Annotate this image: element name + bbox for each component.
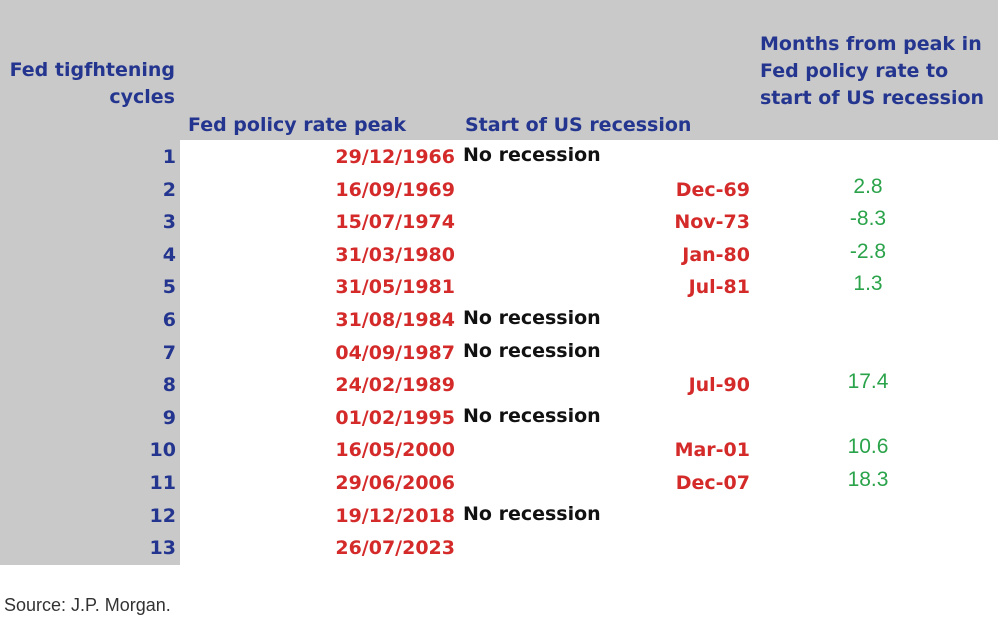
months-value: 18.3 [847, 468, 889, 491]
recession-start: Dec-07 [675, 472, 750, 494]
cycle-number: 7 [162, 341, 176, 364]
recession-start: Mar-01 [674, 439, 750, 462]
peak-date: 15/07/1974 [335, 211, 455, 234]
cycle-number: 4 [162, 243, 176, 266]
months-value: 1.3 [853, 272, 883, 296]
recession-start: Nov-73 [674, 211, 750, 234]
months-value: 10.6 [847, 435, 889, 459]
peak-date: 31/08/1984 [335, 309, 455, 331]
header-peak: Fed policy rate peak [188, 114, 406, 136]
header-months: Months from peak in Fed policy rate to s… [760, 33, 985, 109]
recession-start: Jul-81 [688, 276, 750, 299]
cycle-number: 3 [162, 211, 176, 234]
cycle-number: 6 [162, 309, 176, 331]
months-value: 2.8 [853, 174, 883, 198]
recession-start: Jul-90 [688, 374, 750, 397]
peak-date: 19/12/2018 [335, 504, 455, 527]
peak-date: 29/12/1966 [335, 146, 455, 168]
no-recession: No recession [463, 307, 601, 329]
recession-start: Jan-80 [682, 243, 750, 266]
months-value: -8.3 [849, 207, 887, 231]
months-value: 17.4 [847, 370, 889, 394]
header-cycles: Fed tigfhtening cycles [9, 59, 175, 108]
cycle-number: 9 [162, 406, 176, 429]
cycle-number: 12 [149, 504, 176, 527]
cycle-number: 1 [162, 146, 176, 168]
header-background [0, 0, 998, 140]
peak-date: 04/09/1987 [335, 341, 455, 364]
header-recession: Start of US recession [465, 114, 692, 136]
peak-date: 31/03/1980 [335, 243, 455, 266]
peak-date: 01/02/1995 [335, 406, 455, 429]
source-note: Source: J.P. Morgan. [4, 595, 171, 615]
peak-date: 24/02/1989 [335, 374, 455, 397]
cycle-number: 2 [162, 178, 176, 201]
cycle-number: 13 [149, 537, 176, 560]
peak-date: 16/05/2000 [335, 439, 455, 462]
peak-date: 26/07/2023 [335, 537, 455, 560]
index-column-background [0, 140, 180, 565]
peak-date: 29/06/2006 [335, 472, 455, 494]
no-recession: No recession [463, 339, 601, 362]
peak-date: 16/09/1969 [335, 178, 455, 201]
recession-start: Dec-69 [675, 178, 750, 201]
peak-date: 31/05/1981 [335, 276, 455, 299]
cycle-number: 10 [149, 439, 176, 462]
no-recession: No recession [463, 144, 601, 166]
cycle-number: 8 [162, 374, 176, 397]
cycle-number: 5 [162, 276, 176, 299]
months-value: -2.8 [849, 239, 887, 263]
cycle-number: 11 [149, 472, 176, 494]
no-recession: No recession [463, 404, 601, 427]
no-recession: No recession [463, 502, 601, 525]
